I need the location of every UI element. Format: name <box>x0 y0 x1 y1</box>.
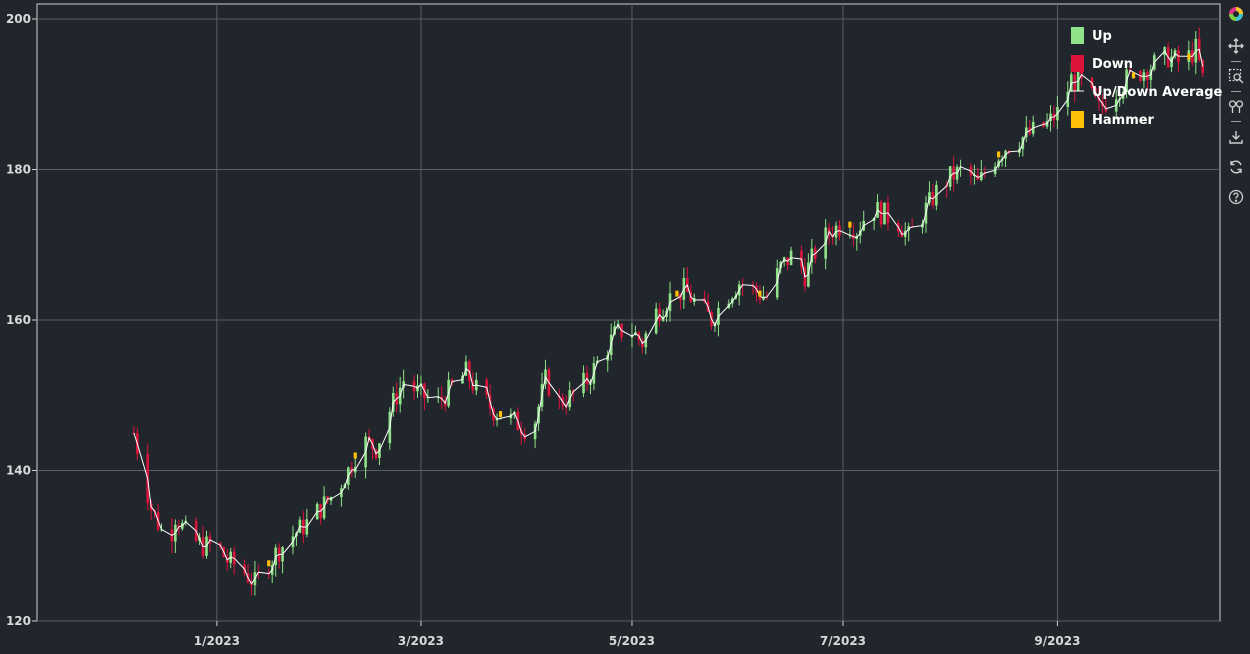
toolbar-separator <box>1231 61 1241 62</box>
help-icon[interactable] <box>1226 187 1246 207</box>
x-tick-label: 3/2023 <box>398 634 444 648</box>
up-down-average-line <box>133 48 1204 585</box>
save-icon[interactable] <box>1226 127 1246 147</box>
hammer-candle <box>997 151 1001 158</box>
legend-label: Up <box>1092 29 1112 44</box>
bokeh-logo-icon[interactable] <box>1226 4 1246 24</box>
hammer-candle <box>848 221 852 228</box>
legend[interactable]: Up Down Up/Down Average Hammer <box>1071 27 1223 128</box>
plot-background <box>36 3 1221 622</box>
y-tick-label: 140 <box>6 464 31 478</box>
hammer-candle <box>758 290 762 297</box>
wheel-zoom-icon[interactable] <box>1226 96 1246 116</box>
legend-swatch <box>1071 55 1084 72</box>
legend-label: Hammer <box>1092 113 1155 128</box>
legend-swatch <box>1071 111 1084 128</box>
y-axis: 120 140 160 180 200 <box>6 12 37 628</box>
chart-area[interactable]: 120 140 160 180 200 1/2023 3/2023 5/2023 7/2023… <box>0 0 1223 650</box>
y-tick-label: 120 <box>6 614 31 628</box>
hammer-candle <box>267 560 271 567</box>
x-tick-label: 9/2023 <box>1034 634 1080 648</box>
candlestick-chart[interactable]: 120 140 160 180 200 1/2023 3/2023 5/2023 7/2023… <box>0 0 1223 650</box>
y-tick-label: 180 <box>6 163 31 177</box>
x-tick-label: 7/2023 <box>820 634 866 648</box>
legend-swatch <box>1071 27 1084 44</box>
y-tick-label: 200 <box>6 12 31 26</box>
x-axis: 1/2023 3/2023 5/2023 7/2023 9/2023 <box>194 621 1080 648</box>
toolbar <box>1222 0 1250 650</box>
x-tick-label: 5/2023 <box>609 634 655 648</box>
hammer-markers <box>267 53 1191 567</box>
up-candle <box>499 418 502 420</box>
toolbar-separator <box>1231 91 1241 92</box>
reset-icon[interactable] <box>1226 157 1246 177</box>
hammer-candle <box>675 290 679 297</box>
x-tick-label: 1/2023 <box>194 634 240 648</box>
grid-lines <box>37 4 1220 622</box>
pan-icon[interactable] <box>1226 36 1246 56</box>
y-tick-label: 160 <box>6 313 31 327</box>
toolbar-separator <box>1231 121 1241 122</box>
hammer-candle <box>353 452 357 459</box>
hammer-candle <box>498 411 503 418</box>
legend-label: Down <box>1092 57 1133 72</box>
box-zoom-icon[interactable] <box>1226 66 1246 86</box>
hammer-candle <box>1131 72 1136 79</box>
legend-label: Up/Down Average <box>1092 85 1222 100</box>
hammer-candle <box>1187 53 1191 60</box>
